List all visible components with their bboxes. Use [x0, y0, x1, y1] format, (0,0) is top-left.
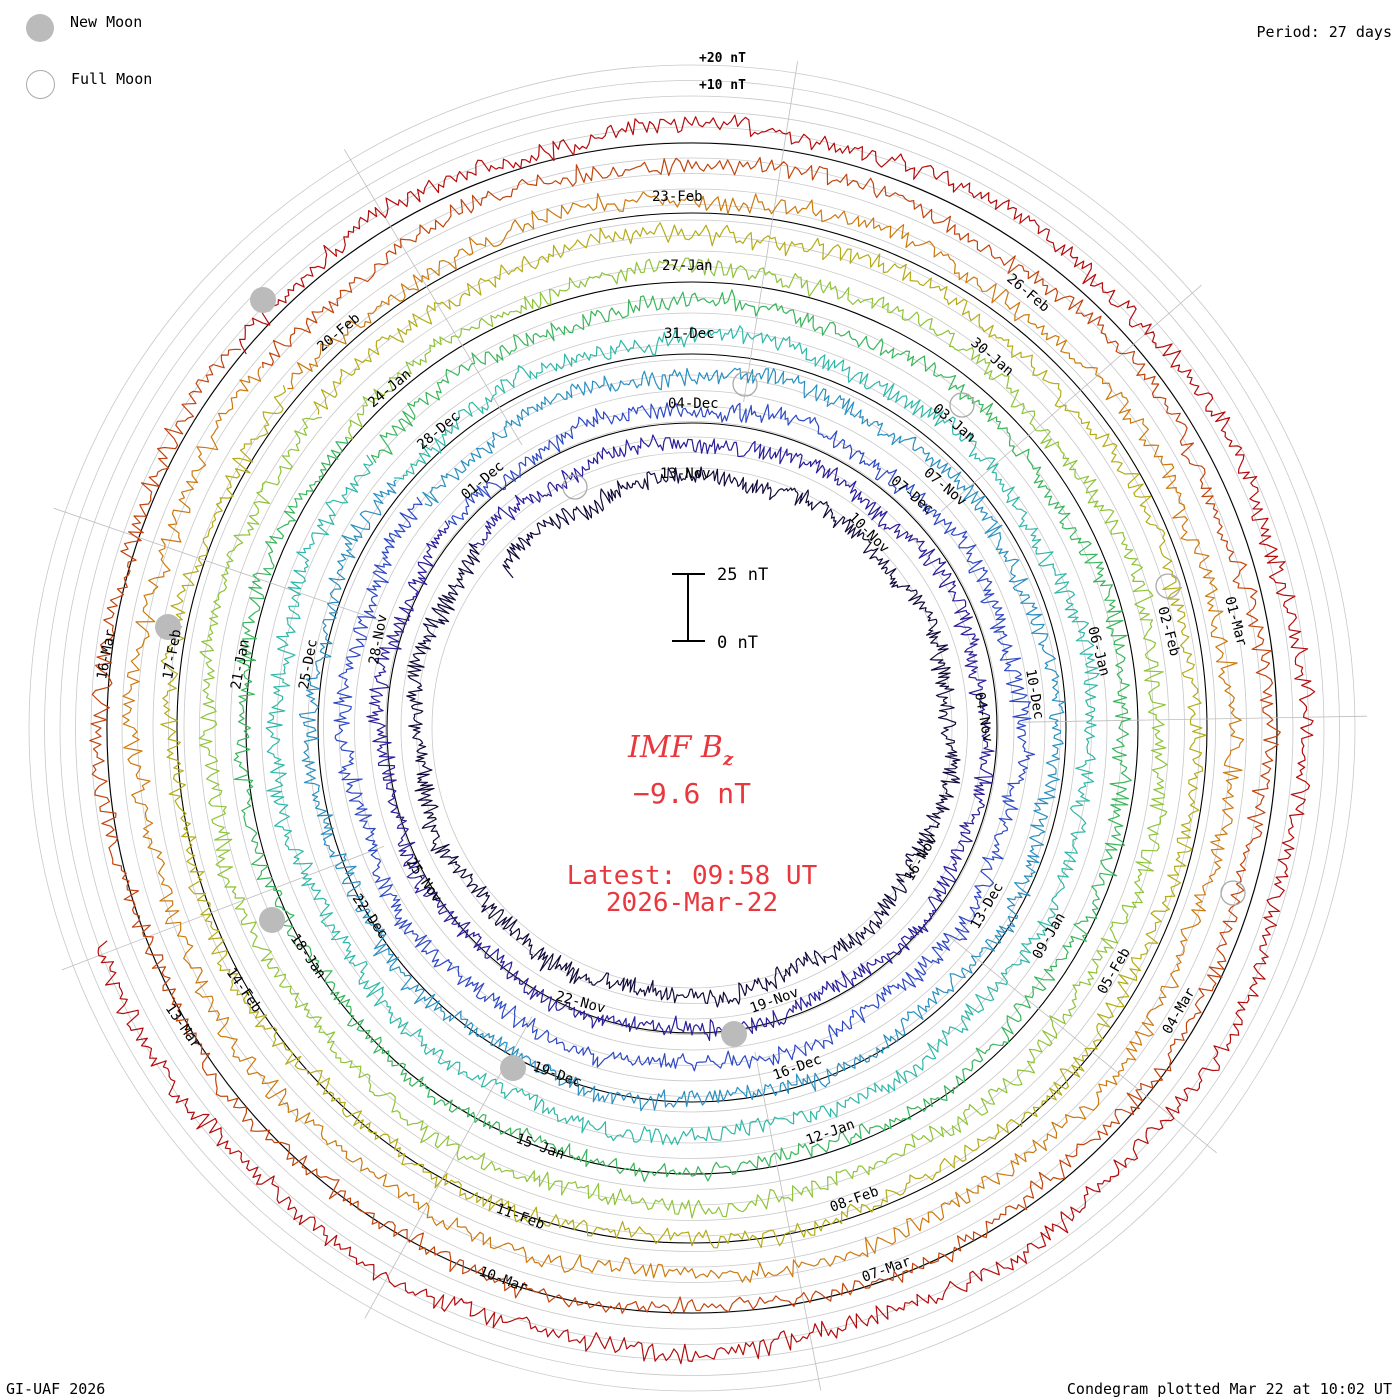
date-label: 10-Dec	[1022, 668, 1047, 721]
center-title-sub: z	[722, 749, 734, 770]
grid-ring	[75, 111, 1309, 1345]
date-label: 18-Jan	[287, 931, 329, 982]
grid-ring	[354, 390, 1030, 1066]
grid-ring	[28, 64, 1356, 1392]
grid-ring	[323, 359, 1061, 1097]
scale-top-label: 25 nT	[717, 565, 768, 585]
grid-ring	[90, 126, 1294, 1330]
new-moon-marker	[500, 1055, 526, 1081]
grid-ring	[214, 250, 1170, 1206]
grid-ring	[261, 297, 1123, 1159]
date-label: 25-Dec	[296, 638, 321, 691]
ref-label-plus10: +10 nT	[699, 78, 746, 93]
grid-ring	[431, 467, 953, 989]
date-label: 13-Mar	[162, 1001, 204, 1052]
bz-trace-rotation-4	[265, 325, 1100, 1146]
date-label: 13-Dec	[968, 880, 1007, 932]
grid-ring	[121, 157, 1263, 1299]
grid-ring	[183, 219, 1201, 1237]
legend-new-moon: New Moon	[26, 13, 143, 42]
grid-ring	[400, 436, 984, 1020]
full-moon-marker	[732, 371, 758, 397]
date-label: 02-Feb	[1154, 605, 1183, 658]
grid-ring	[338, 374, 1046, 1082]
spoke	[1021, 715, 1367, 723]
grid-ring	[307, 343, 1077, 1113]
grid-ring	[276, 312, 1108, 1144]
scale-bar: 25 nT 0 nT	[672, 565, 768, 653]
bz-trace-rotation-10	[97, 114, 1316, 1365]
bz-trace-rotation-5	[233, 289, 1132, 1183]
grid-ring	[44, 80, 1340, 1376]
grid-ring	[199, 235, 1185, 1221]
grid-ring	[369, 405, 1015, 1051]
scale-bottom-label: 0 nT	[717, 633, 758, 653]
date-label: 22-Dec	[349, 891, 391, 942]
zero-ring	[176, 212, 1208, 1244]
bz-trace-rotation-2	[333, 402, 1036, 1072]
spoke	[940, 284, 1202, 512]
grid-ring	[137, 173, 1247, 1283]
date-label: 07-Mar	[860, 1253, 913, 1285]
spoke	[53, 507, 381, 621]
plotted-label: Condegram plotted Mar 22 at 10:02 UT	[1066, 1380, 1392, 1398]
bz-trace-rotation-8	[121, 191, 1245, 1283]
new-moon-marker	[721, 1021, 747, 1047]
date-label: 13-Nov	[660, 466, 711, 482]
spoke	[61, 845, 385, 971]
date-label: 23-Feb	[652, 189, 703, 205]
zero-ring	[317, 353, 1067, 1103]
zero-ring	[106, 142, 1278, 1314]
latest-time: Latest: 09:58 UT	[567, 861, 818, 891]
zero-ring	[245, 281, 1139, 1175]
full-moon-marker	[949, 392, 975, 418]
latest-date: 2026-Mar-22	[606, 888, 778, 918]
full-moon-marker	[562, 474, 588, 500]
date-label: 24-Jan	[365, 366, 414, 411]
legend-full-moon: Full Moon	[26, 70, 152, 99]
bz-trace-rotation-7	[160, 222, 1207, 1249]
date-label: 20-Feb	[314, 310, 363, 355]
full-moon-icon	[26, 70, 55, 99]
ref-label-plus20: +20 nT	[699, 51, 746, 66]
spoke	[743, 61, 798, 403]
moon-markers	[155, 287, 1246, 1081]
date-label: 10-Mar	[477, 1264, 530, 1296]
center-title: IMF Bz	[627, 730, 734, 770]
date-label: 11-Feb	[494, 1201, 547, 1233]
full-moon-marker	[1155, 573, 1181, 599]
credit-label: GI-UAF 2026	[6, 1380, 106, 1398]
legend-new-moon-label: New Moon	[70, 13, 143, 31]
date-label: 06-Jan	[1084, 625, 1113, 678]
date-label: 27-Jan	[662, 258, 713, 274]
date-label: 14-Feb	[223, 965, 265, 1016]
date-label: 04-Dec	[668, 396, 719, 412]
full-moon-marker	[1220, 880, 1246, 906]
spoke	[343, 149, 523, 446]
center-value: −9.6 nT	[633, 777, 751, 810]
grid-ring	[168, 204, 1216, 1252]
center-title-main: IMF B	[627, 730, 723, 765]
bz-trace-rotation-0	[406, 466, 961, 1008]
date-label: 19-Dec	[531, 1059, 584, 1091]
date-label: 04-Nov	[971, 691, 996, 744]
date-label: 25-Nov	[403, 855, 445, 906]
new-moon-icon	[26, 14, 54, 42]
spoke	[948, 935, 1217, 1154]
grid-ring	[106, 142, 1278, 1314]
bz-trace-rotation-6	[198, 257, 1168, 1219]
period-label: Period: 27 days	[1256, 23, 1392, 41]
new-moon-marker	[155, 614, 181, 640]
bz-trace-rotation-1	[366, 434, 995, 1042]
legend-full-moon-label: Full Moon	[71, 69, 153, 88]
bz-traces	[89, 114, 1316, 1365]
new-moon-marker	[259, 907, 285, 933]
date-label: 12-Jan	[804, 1116, 857, 1148]
date-label: 31-Dec	[664, 326, 715, 342]
bz-trace-rotation-3	[298, 367, 1066, 1112]
grid-ring	[416, 452, 968, 1004]
new-moon-marker	[250, 287, 276, 313]
bz-trace-rotation-9	[89, 156, 1281, 1315]
